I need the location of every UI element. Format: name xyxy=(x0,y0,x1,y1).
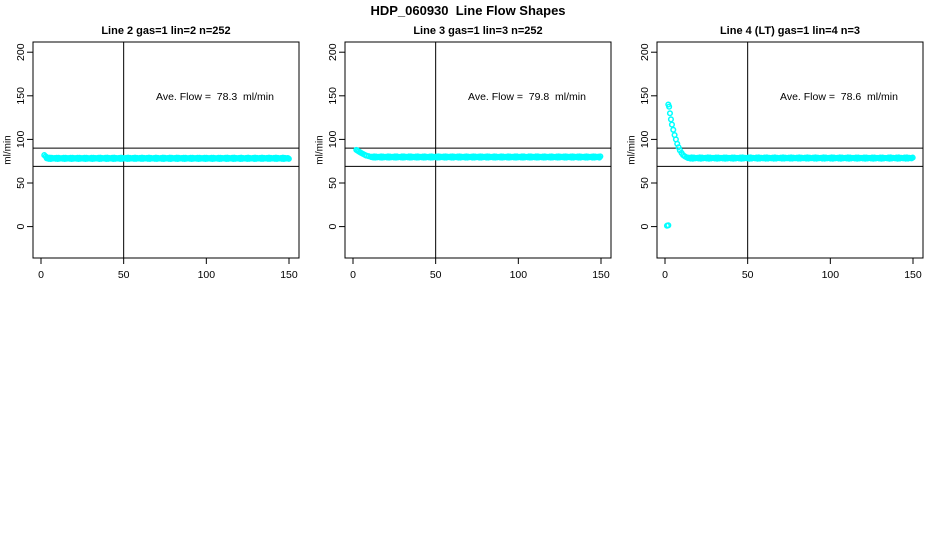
plot-box xyxy=(32,41,300,259)
panel-title-line3: Line 3 gas=1 lin=3 n=252 xyxy=(413,25,543,37)
ave-flow-annotation-line2: Ave. Flow = 78.3 ml/min xyxy=(156,91,274,103)
x-axis: 0 50 100 150 xyxy=(350,258,610,281)
x-tick-label: 150 xyxy=(904,269,922,281)
y-axis-label: ml/min xyxy=(315,135,326,164)
data-point xyxy=(285,155,292,162)
chart-canvas-line4: 0 50 100 150 200 ml/min 0 50 100 150 xyxy=(627,41,924,281)
panel-title-line2: Line 2 gas=1 lin=2 n=252 xyxy=(101,25,231,37)
data-points xyxy=(41,152,292,162)
data-point xyxy=(597,153,604,160)
y-tick-label: 0 xyxy=(327,224,339,230)
y-tick-label: 50 xyxy=(327,177,339,189)
x-tick-label: 150 xyxy=(592,269,610,281)
data-point xyxy=(909,154,916,161)
plot-box xyxy=(344,41,612,259)
y-tick-label: 200 xyxy=(639,43,651,61)
y-tick-label: 50 xyxy=(15,177,27,189)
x-tick-label: 150 xyxy=(280,269,298,281)
data-point xyxy=(667,116,675,123)
data-point xyxy=(666,103,673,110)
x-tick-label: 50 xyxy=(118,269,130,281)
y-tick-label: 200 xyxy=(15,43,27,61)
x-tick-label: 50 xyxy=(742,269,754,281)
y-tick-label: 0 xyxy=(15,224,27,230)
x-tick-label: 50 xyxy=(430,269,442,281)
y-tick-label: 100 xyxy=(327,130,339,148)
x-tick-label: 100 xyxy=(822,269,840,281)
y-axis-label: ml/min xyxy=(3,135,14,164)
chart-canvas-line3: 0 50 100 150 200 ml/min 0 50 100 150 xyxy=(315,41,612,281)
panel-line4: Line 4 (LT) gas=1 lin=4 n=3 0 50 100 150 200… xyxy=(624,0,936,300)
reference-lines xyxy=(345,147,611,167)
ave-flow-annotation-line3: Ave. Flow = 79.8 ml/min xyxy=(468,91,586,103)
y-axis: 0 50 100 150 200 ml/min xyxy=(315,43,345,230)
y-tick-label: 150 xyxy=(327,87,339,105)
plot-box xyxy=(656,41,924,259)
y-tick-label: 150 xyxy=(639,87,651,105)
x-tick-label: 0 xyxy=(350,269,356,281)
x-tick-label: 100 xyxy=(198,269,216,281)
x-tick-label: 0 xyxy=(38,269,44,281)
data-point xyxy=(670,126,677,133)
chart-canvas-line2: 0 50 100 150 200 ml/min 0 50 100 150 xyxy=(3,41,300,281)
data-point xyxy=(665,222,672,229)
ave-flow-annotation-line4: Ave. Flow = 78.6 ml/min xyxy=(780,91,898,103)
data-point xyxy=(675,144,682,151)
data-points xyxy=(353,146,604,161)
y-axis: 0 50 100 150 200 ml/min xyxy=(3,43,33,230)
y-tick-label: 200 xyxy=(327,43,339,61)
chart-main-title: HDP_060930 Line Flow Shapes xyxy=(370,3,566,18)
panel-title-line4: Line 4 (LT) gas=1 lin=4 n=3 xyxy=(719,25,861,37)
x-axis: 0 50 100 150 xyxy=(662,258,922,281)
x-tick-label: 0 xyxy=(662,269,668,281)
y-tick-label: 50 xyxy=(639,177,651,189)
y-tick-label: 100 xyxy=(639,130,651,148)
y-axis-label: ml/min xyxy=(627,135,638,164)
x-tick-label: 100 xyxy=(510,269,528,281)
reference-lines xyxy=(33,147,299,167)
x-axis: 0 50 100 150 xyxy=(38,258,298,281)
reference-lines xyxy=(657,147,923,167)
panel-line2: Line 2 gas=1 lin=2 n=252 0 50 100 150 200 ml/… xyxy=(0,0,312,300)
y-axis: 0 50 100 150 200 ml/min xyxy=(627,43,657,230)
y-tick-label: 100 xyxy=(15,130,27,148)
y-tick-label: 150 xyxy=(15,87,27,105)
data-point xyxy=(668,121,675,128)
data-point xyxy=(666,110,674,117)
data-points xyxy=(663,101,916,229)
y-tick-label: 0 xyxy=(639,224,651,230)
panel-line3: Line 3 gas=1 lin=3 n=252 0 50 100 150 200 ml/… xyxy=(312,0,624,300)
